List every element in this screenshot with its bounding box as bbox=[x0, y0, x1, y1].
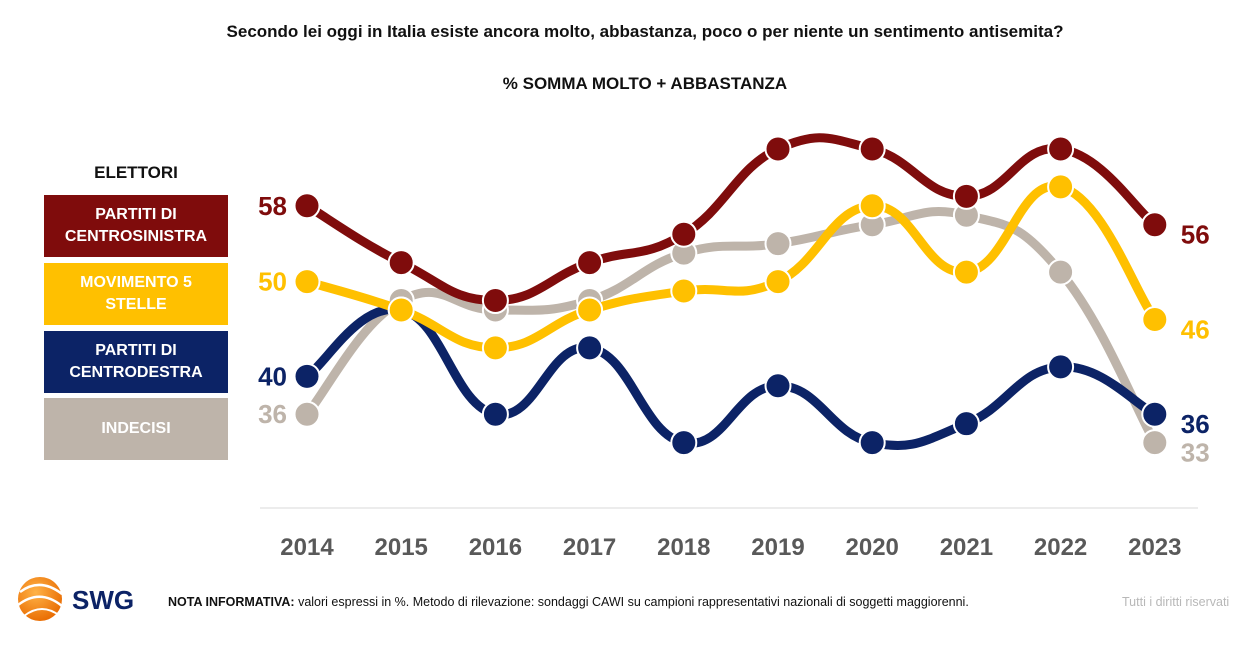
data-point bbox=[1047, 135, 1075, 163]
data-point bbox=[764, 230, 792, 258]
x-tick-label: 2017 bbox=[563, 534, 616, 561]
data-point bbox=[1141, 400, 1169, 428]
x-tick-label: 2014 bbox=[280, 534, 334, 561]
data-point bbox=[293, 362, 321, 390]
data-point bbox=[764, 268, 792, 296]
data-point bbox=[1141, 211, 1169, 239]
data-point bbox=[670, 220, 698, 248]
x-tick-label: 2023 bbox=[1128, 534, 1181, 561]
data-label-last: 56 bbox=[1181, 220, 1210, 250]
x-tick-label: 2020 bbox=[846, 534, 899, 561]
data-point bbox=[858, 429, 886, 457]
footer-note-text: valori espressi in %. Metodo di rilevazi… bbox=[294, 595, 969, 609]
legend-title: ELETTORI bbox=[94, 163, 178, 182]
data-point bbox=[293, 400, 321, 428]
data-point bbox=[670, 277, 698, 305]
series-line bbox=[302, 206, 1160, 448]
series-line bbox=[302, 181, 1160, 353]
x-tick-label: 2016 bbox=[469, 534, 522, 561]
series-line bbox=[302, 304, 1160, 450]
rights-text: Tutti i diritti riservati bbox=[1122, 595, 1230, 609]
data-point bbox=[1047, 258, 1075, 286]
data-point bbox=[576, 334, 604, 362]
x-tick-label: 2022 bbox=[1034, 534, 1087, 561]
series-line bbox=[302, 133, 1160, 306]
data-point bbox=[481, 400, 509, 428]
data-label-last: 33 bbox=[1181, 438, 1210, 468]
data-point bbox=[858, 135, 886, 163]
data-label-first: 40 bbox=[258, 361, 287, 391]
data-point bbox=[952, 410, 980, 438]
data-point bbox=[387, 249, 415, 277]
legend-item-indecisi: INDECISI bbox=[44, 398, 228, 460]
footer-note-label: NOTA INFORMATIVA: bbox=[168, 595, 295, 609]
data-point bbox=[293, 192, 321, 220]
data-label-last: 46 bbox=[1181, 314, 1210, 344]
x-tick-label: 2015 bbox=[375, 534, 428, 561]
footer-note: NOTA INFORMATIVA: valori espressi in %. … bbox=[168, 595, 969, 609]
legend-item-centrodestra: PARTITI DI CENTRODESTRA bbox=[44, 331, 228, 393]
data-point bbox=[1141, 429, 1169, 457]
data-label-first: 36 bbox=[258, 399, 287, 429]
data-point bbox=[764, 372, 792, 400]
data-point bbox=[387, 296, 415, 324]
data-label-first: 50 bbox=[258, 267, 287, 297]
data-point bbox=[576, 249, 604, 277]
x-tick-label: 2019 bbox=[751, 534, 804, 561]
legend-item-movimento-5-stelle: MOVIMENTO 5 STELLE bbox=[44, 263, 228, 325]
data-point bbox=[481, 334, 509, 362]
legend-item-centrosinistra: PARTITI DI CENTROSINISTRA bbox=[44, 195, 228, 257]
x-tick-label: 2018 bbox=[657, 534, 710, 561]
data-point bbox=[1141, 305, 1169, 333]
data-point bbox=[670, 429, 698, 457]
data-point bbox=[1047, 173, 1075, 201]
chart-title: Secondo lei oggi in Italia esiste ancora… bbox=[226, 22, 1064, 41]
data-label-last: 36 bbox=[1181, 409, 1210, 439]
data-point bbox=[576, 296, 604, 324]
data-point bbox=[1047, 353, 1075, 381]
data-point bbox=[952, 258, 980, 286]
data-point bbox=[858, 192, 886, 220]
swg-logo: SWG bbox=[17, 577, 134, 621]
data-label-first: 58 bbox=[258, 191, 287, 221]
x-tick-label: 2021 bbox=[940, 534, 993, 561]
logo-text: SWG bbox=[72, 585, 134, 615]
data-point bbox=[481, 287, 509, 315]
data-point bbox=[764, 135, 792, 163]
data-point bbox=[952, 182, 980, 210]
chart-subtitle: % SOMMA MOLTO + ABBASTANZA bbox=[502, 74, 788, 93]
data-point bbox=[293, 268, 321, 296]
